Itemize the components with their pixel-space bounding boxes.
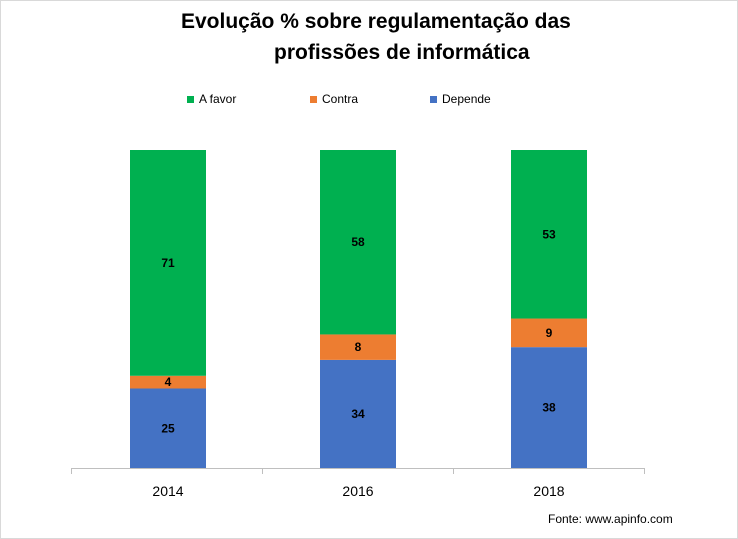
bar-contra-2014 <box>130 375 206 389</box>
chart-title-line-2: profissões de informática <box>274 41 530 64</box>
bar-depende-2016 <box>320 359 396 468</box>
bar-depende-2018 <box>511 347 587 468</box>
data-label-a-favor-2016: 58 <box>351 235 365 249</box>
bar-contra-2018 <box>511 318 587 348</box>
data-label-contra-2014: 4 <box>165 375 172 389</box>
data-label-depende-2016: 34 <box>351 407 365 421</box>
data-label-contra-2016: 8 <box>355 340 362 354</box>
legend-label-a-favor: A favor <box>199 92 237 106</box>
data-label-a-favor-2018: 53 <box>542 227 556 241</box>
legend-swatch-contra <box>310 95 317 103</box>
legend-item-a-favor: A favor <box>187 91 236 107</box>
data-label-a-favor-2014: 71 <box>161 256 175 270</box>
bar-a-favor-2016 <box>320 150 396 335</box>
legend-swatch-a-favor <box>187 95 194 103</box>
legend-swatch-depende <box>430 95 437 103</box>
bar-a-favor-2018 <box>511 150 587 319</box>
source-note: Fonte: www.apinfo.com <box>548 512 673 526</box>
chart-title-line-1: Evolução % sobre regulamentação das <box>181 10 571 33</box>
legend-label-contra: Contra <box>322 92 359 106</box>
legend-item-contra: Contra <box>310 91 358 107</box>
bar-depende-2014 <box>130 388 206 468</box>
bar-contra-2016 <box>320 334 396 360</box>
x-tick-label-2014: 2014 <box>152 483 183 499</box>
bar-a-favor-2014 <box>130 150 206 376</box>
data-label-depende-2018: 38 <box>542 401 556 415</box>
data-label-depende-2014: 25 <box>161 421 175 435</box>
x-tick-label-2016: 2016 <box>342 483 373 499</box>
legend-item-depende: Depende <box>430 91 491 107</box>
legend-label-depende: Depende <box>442 92 491 106</box>
data-label-contra-2018: 9 <box>546 326 553 340</box>
x-tick-label-2018: 2018 <box>533 483 564 499</box>
